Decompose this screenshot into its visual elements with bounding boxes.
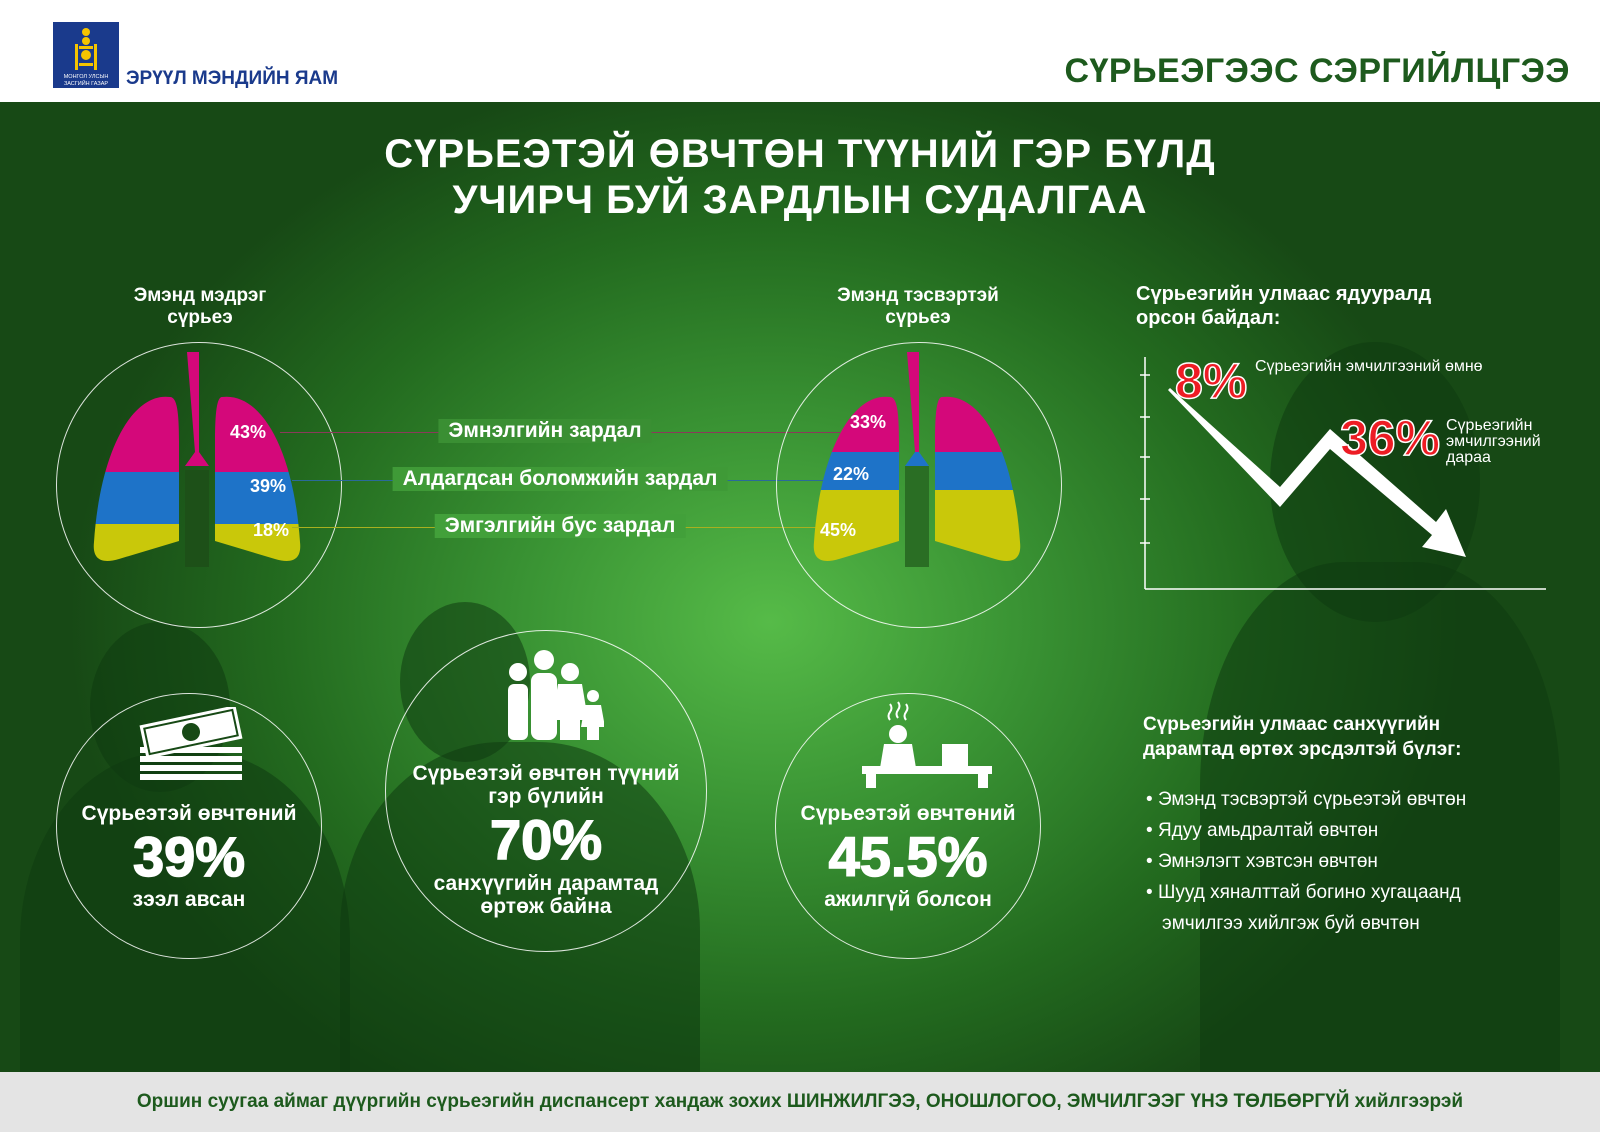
unemployed-person-icon — [862, 701, 992, 788]
slogan: СҮРЬЕЭГЭЭС СЭРГИЙЛЦГЭЭ — [1064, 52, 1570, 90]
sensitive-lost-pct: 39% — [250, 476, 287, 496]
family-stat-circle — [385, 630, 707, 952]
ministry-name: ЭРҮҮЛ МЭНДИЙН ЯАМ — [126, 68, 339, 89]
band-hospital — [93, 352, 301, 472]
list-item: • Ядуу амьдралтай өвчтөн — [1146, 820, 1379, 841]
unemployment-stat-bottom: ажилгүй болсон — [824, 888, 992, 911]
loan-stat-bottom: зээл авсан — [132, 888, 246, 911]
sensitive-circle — [56, 342, 342, 628]
svg-text:МОНГОЛ УЛСЫН: МОНГОЛ УЛСЫН — [64, 74, 109, 80]
resistant-circle — [776, 342, 1062, 628]
infographic-body: СҮРЬЕЭТЭЙ ӨВЧТӨН ТҮҮНИЙ ГЭР БҮЛД УЧИРЧ Б… — [0, 102, 1600, 1072]
chart-axes — [1140, 357, 1546, 590]
family-stat-top: Сүрьеэтэй өвчтөн түүний гэр бүлийн — [412, 762, 680, 808]
soyombo-icon: МОНГОЛ УЛСЫН ЗАСГИЙН ГАЗАР — [64, 28, 109, 87]
poverty-before-value: 8% — [1174, 352, 1248, 410]
family-icon — [508, 650, 604, 740]
legend-lost-opportunity: Алдагдсан боломжийн зардал — [392, 467, 728, 491]
resistant-nonmedical-pct: 45% — [820, 520, 857, 540]
unemployment-stat-top: Сүрьеэтэй өвчтөний — [800, 802, 1016, 825]
sensitive-tb-title: Эмэнд мэдрэг сүрьеэ — [133, 285, 267, 328]
trend-arrow — [1168, 388, 1466, 557]
legend-non-medical: Эмгэлгийн бус зардал — [434, 514, 686, 538]
legend-hospital: Эмнэлгийн зардал — [438, 419, 652, 443]
poverty-title: Сүрьеэгийн улмаас ядууралд орсон байдал: — [1136, 283, 1432, 329]
family-stat-bottom: санхүүгийн дарамтад өртөж байна — [433, 872, 659, 918]
sensitive-hospital-pct: 43% — [230, 422, 267, 442]
resistant-hospital-pct: 33% — [850, 412, 887, 432]
sensitive-lungs-chart — [93, 352, 301, 567]
poverty-chart — [1140, 357, 1546, 590]
loan-stat-top: Сүрьеэтэй өвчтөний — [81, 802, 297, 825]
risk-group-title: Сүрьеэгийн улмаас санхүүгийн дарамтад өр… — [1143, 714, 1462, 760]
risk-group-list: • Эмэнд тэсвэртэй сүрьеэтэй өвчтөн • Яду… — [1146, 784, 1546, 939]
unemployment-stat-value: 45.5% — [828, 824, 988, 889]
resistant-lost-pct: 22% — [833, 464, 870, 484]
list-item: • Эмэнд тэсвэртэй сүрьеэтэй өвчтөн — [1146, 789, 1467, 810]
header: МОНГОЛ УЛСЫН ЗАСГИЙН ГАЗАР ЭРҮҮЛ МЭНДИЙН… — [0, 0, 1600, 102]
svg-text:ЗАСГИЙН ГАЗАР: ЗАСГИЙН ГАЗАР — [64, 79, 108, 87]
sensitive-nonmedical-pct: 18% — [253, 520, 290, 540]
list-item: • Шууд хяналттай богино хугацаанд эмчилг… — [1146, 882, 1461, 934]
main-title-line1: СҮРЬЕЭТЭЙ ӨВЧТӨН ТҮҮНИЙ ГЭР БҮЛД — [384, 132, 1216, 176]
poverty-after-value: 36% — [1339, 409, 1441, 467]
footer-banner: Оршин суугаа аймаг дүүргийн сүрьеэгийн д… — [0, 1072, 1600, 1132]
poverty-after-label: Сүрьеэгийн эмчилгээний дараа — [1446, 417, 1541, 466]
government-logo: МОНГОЛ УЛСЫН ЗАСГИЙН ГАЗАР — [53, 22, 119, 88]
poverty-before-label: Сүрьеэгийн эмчилгээний өмнө — [1255, 358, 1483, 375]
silhouette-body — [1200, 562, 1560, 1072]
money-stack-icon — [139, 707, 243, 780]
loan-stat-circle — [56, 693, 322, 959]
resistant-tb-title: Эмэнд тэсвэртэй сүрьеэ — [837, 285, 999, 328]
unemployment-stat-circle — [775, 693, 1041, 959]
resistant-lungs-chart — [813, 352, 1021, 567]
main-title-line2: УЧИРЧ БУЙ ЗАРДЛЫН СУДАЛГАА — [452, 178, 1148, 222]
list-item: • Эмнэлэгт хэвтсэн өвчтөн — [1146, 851, 1378, 872]
loan-stat-value: 39% — [132, 824, 246, 889]
family-stat-value: 70% — [489, 807, 603, 872]
